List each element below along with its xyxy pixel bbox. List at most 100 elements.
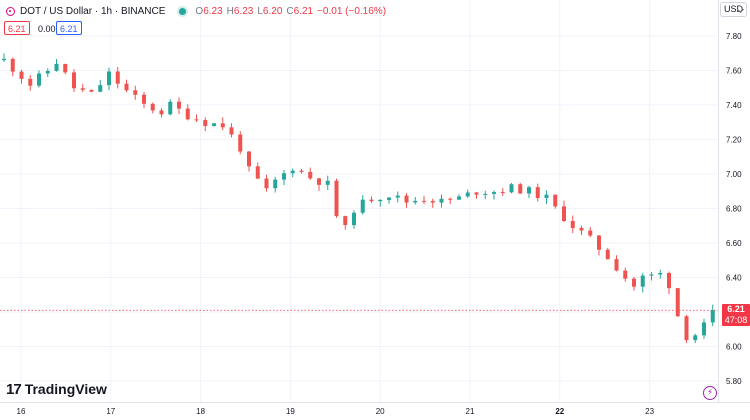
candle-body [474,192,479,195]
candle-body [352,212,356,226]
candle-body [439,198,444,203]
candle-body [343,216,348,226]
sell-price-button[interactable]: 6.21 [4,21,30,35]
candle-body [63,63,68,73]
legend-header: DOT / US Dollar · 1h · BINANCE O6.23 H6.… [6,3,390,19]
candle-body [422,200,426,202]
candle-body [387,197,391,200]
y-tick-label: 6.60 [726,239,742,248]
candle-body [2,58,6,61]
candle-body [667,272,671,289]
candle-body [632,278,636,287]
candle-body [395,195,400,198]
last-price-label: 6.21 [727,304,745,314]
candle-body [623,270,628,279]
currency-label: USD [724,4,744,14]
candle-body [273,179,278,189]
candle-body [527,187,531,194]
candle-body [80,88,85,90]
candle-body [325,180,330,185]
ohlc-close: C6.21 [286,5,314,17]
candle-body [693,335,698,341]
candle-body [702,322,706,336]
candle-body [457,196,461,200]
candle-body [684,316,689,341]
x-tick-label: 17 [106,407,115,416]
symbol-title[interactable]: DOT / US Dollar · 1h · BINANCE [20,5,166,17]
candle-body [142,94,146,104]
candle-body [264,178,269,189]
candle-body [124,83,129,91]
candle-body [229,127,234,135]
x-tick-label: 19 [286,407,295,416]
candle-body [483,193,488,195]
candle-body [562,206,566,222]
y-tick-label: 6.80 [726,205,742,214]
y-tick-label: 6.00 [726,343,742,352]
candle-body [212,123,216,126]
candle-body [133,90,138,95]
candle-body [430,200,435,203]
candle-body [640,275,645,287]
candle-body [115,71,120,84]
tradingview-logo[interactable]: 17 TradingView [6,380,107,398]
candle-body [203,120,208,126]
candle-body [570,221,575,228]
candle-body [465,192,470,197]
currency-select[interactable]: USD [720,2,747,17]
candle-body [317,178,321,185]
x-tick-label: 16 [17,407,26,416]
candle-body [177,101,181,109]
buy-price-button[interactable]: 6.21 [56,21,82,35]
candle-body [369,199,374,202]
candle-body [492,192,496,194]
y-tick-label: 7.40 [726,101,742,110]
candle-body [282,173,286,180]
candle-body [238,134,243,152]
candle-body [553,194,558,207]
candle-body [500,192,505,194]
candle-body [544,194,549,198]
candle-body [194,119,199,121]
candle-body [404,195,409,203]
price-change: −0.01 (−0.16%) [317,5,387,17]
candle-body [107,71,111,86]
candle-body [658,272,663,275]
polkadot-logo-icon [6,6,15,16]
bar-countdown: 47:08 [724,315,748,325]
candle-body [597,235,601,250]
candle-body [159,110,164,115]
y-tick-label: 7.00 [726,170,742,179]
candle-body [675,288,680,317]
candle-body [448,198,453,200]
ohlc-low: L6.20 [257,5,283,17]
candle-body [614,259,619,271]
candle-body [247,151,251,167]
candle-body [98,85,103,92]
candle-body [535,187,540,198]
candle-body [28,78,33,86]
candle-body [334,180,339,217]
market-open-status-icon [179,7,187,15]
y-tick-label: 7.60 [726,67,742,76]
candle-body [150,103,155,111]
candle-body [45,70,50,74]
candle-body [378,199,383,202]
x-tick-label: 21 [466,407,475,416]
tradingview-wordmark: TradingView [24,381,107,397]
candle-body [290,170,295,174]
candle-body [710,310,715,323]
lightning-icon[interactable]: ⚡ [703,386,717,400]
tradingview-mark-icon: 17 [6,380,22,398]
candle-body [518,184,523,194]
candle-body [588,230,593,236]
candle-body [185,108,190,120]
y-tick-label: 7.20 [726,136,742,145]
ohlc-open: O6.23 [195,5,223,17]
candle-body [54,63,59,71]
x-tick-label: 22 [555,407,564,416]
y-tick-label: 6.40 [726,274,742,283]
candle-body [579,227,584,231]
